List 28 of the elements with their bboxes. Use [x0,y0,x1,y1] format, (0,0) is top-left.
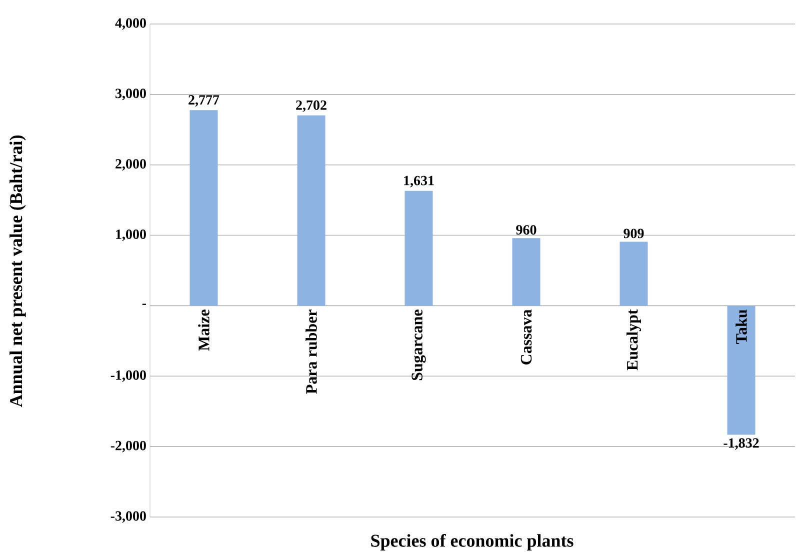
bar [727,306,756,435]
y-tick-label: 4,000 [115,18,146,30]
bar [190,110,218,306]
y-tick-label: -1,000 [110,370,146,382]
x-tick-label: Eucalypt [626,309,642,370]
data-label: 2,777 [188,95,220,107]
x-tick-label: Maize [198,310,210,351]
y-tick-label: -3,000 [110,511,146,523]
y-tick-label: 1,000 [116,230,146,242]
y-tick-label: 3,000 [116,88,146,100]
data-label: 1,631 [404,176,434,188]
data-label: 960 [516,225,536,235]
x-tick-label: Sugarcane [412,310,426,380]
bar [297,115,326,306]
y-axis-title: Annual net present value (Baht/rai) [10,135,26,408]
y-tick-label: -2,000 [110,440,146,452]
x-axis-title: Species of economic plants [371,534,574,550]
data-label: 909 [624,228,644,238]
y-tick-label: 2,000 [116,159,146,171]
y-tick-label: - [142,304,146,305]
data-label: 2,702 [296,100,326,112]
x-tick-label: Cassava [520,309,532,364]
data-label: -1,832 [724,438,759,450]
bar [620,242,648,306]
bar [512,238,540,306]
bar [404,190,433,306]
x-tick-label: Para rubber [306,310,317,394]
x-tick-label: Taku [736,310,747,344]
